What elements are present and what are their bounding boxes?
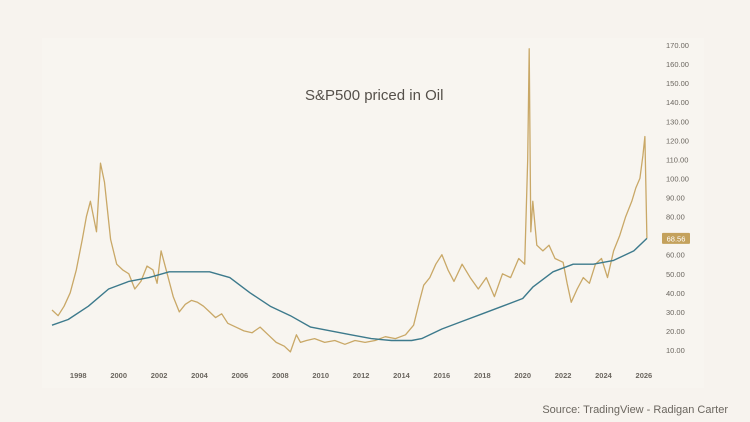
y-tick-label: 90.00 <box>666 194 685 203</box>
x-tick-label: 2004 <box>191 371 209 380</box>
x-tick-label: 1998 <box>70 371 87 380</box>
x-tick-label: 2014 <box>393 371 411 380</box>
x-tick-label: 2026 <box>636 371 653 380</box>
y-tick-label: 150.00 <box>666 79 689 88</box>
y-tick-label: 130.00 <box>666 117 689 126</box>
chart-title: S&P500 priced in Oil <box>305 87 444 104</box>
x-tick-label: 2024 <box>595 371 613 380</box>
y-tick-label: 30.00 <box>666 308 685 317</box>
x-tick-label: 2008 <box>272 371 289 380</box>
price-series-line <box>51 48 648 353</box>
x-tick-label: 2018 <box>474 371 491 380</box>
y-tick-label: 40.00 <box>666 289 685 298</box>
y-tick-label: 110.00 <box>666 155 688 164</box>
y-tick-label: 60.00 <box>666 251 685 260</box>
chart-area: 10.0020.0030.0040.0050.0060.0070.0080.00… <box>42 38 704 388</box>
y-tick-label: 140.00 <box>666 98 689 107</box>
x-tick-label: 2002 <box>151 371 168 380</box>
x-tick-label: 2016 <box>434 371 451 380</box>
x-tick-label: 2010 <box>312 371 329 380</box>
x-tick-label: 2022 <box>555 371 572 380</box>
y-tick-label: 100.00 <box>666 174 689 183</box>
moving-average-series-line <box>51 237 648 342</box>
y-tick-label: 170.00 <box>666 41 689 50</box>
source-note: Source: TradingView - Radigan Carter <box>542 404 728 416</box>
last-value-badge <box>662 232 690 244</box>
x-tick-label: 2012 <box>353 371 370 380</box>
x-tick-label: 2006 <box>232 371 249 380</box>
y-tick-label: 10.00 <box>666 346 685 355</box>
x-tick-label: 2020 <box>514 371 531 380</box>
x-tick-label: 2000 <box>110 371 127 380</box>
last-value-label: 68.56 <box>667 234 686 243</box>
y-tick-label: 120.00 <box>666 136 689 145</box>
y-tick-label: 80.00 <box>666 213 685 222</box>
y-tick-label: 50.00 <box>666 270 685 279</box>
chart-svg: 10.0020.0030.0040.0050.0060.0070.0080.00… <box>51 41 690 380</box>
y-tick-label: 160.00 <box>666 60 689 69</box>
y-tick-label: 20.00 <box>666 327 685 336</box>
